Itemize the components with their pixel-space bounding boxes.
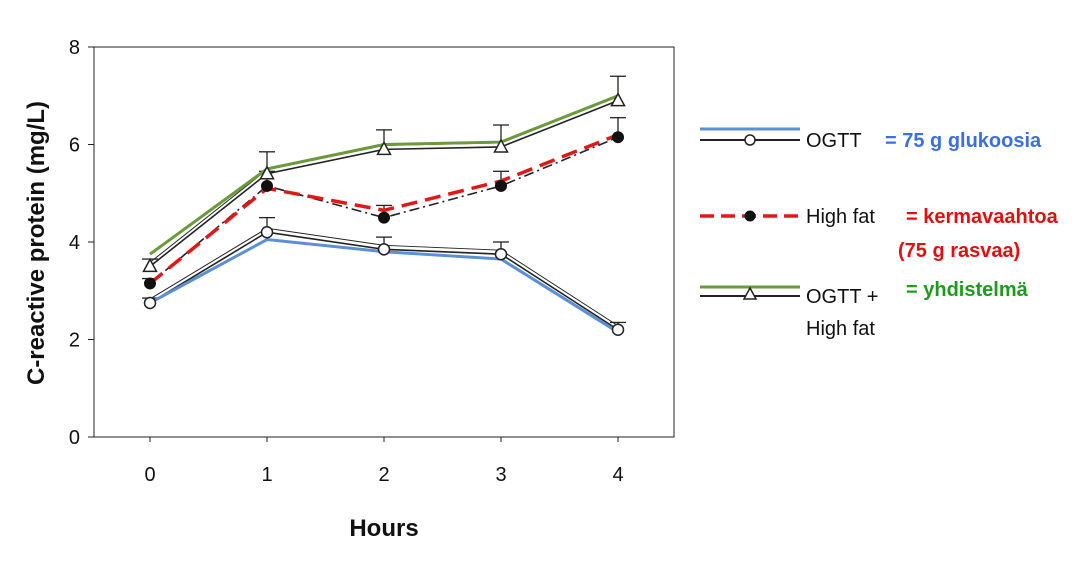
legend: OGTT = 75 g glukoosia High fat = kermava… bbox=[700, 127, 1059, 340]
legend-marker-ogtt bbox=[744, 134, 756, 146]
legend-note-high-fat-line2: (75 g rasvaa) bbox=[898, 240, 1020, 262]
data-point bbox=[260, 226, 274, 239]
x-tick-label: 1 bbox=[261, 464, 272, 486]
series-1 bbox=[142, 117, 626, 290]
data-point bbox=[378, 211, 390, 224]
data-point bbox=[377, 243, 391, 256]
x-tick-label: 0 bbox=[144, 464, 155, 486]
data-point bbox=[494, 247, 508, 261]
legend-label-combined: OGTT + bbox=[806, 286, 878, 308]
data-point bbox=[495, 179, 507, 192]
data-point bbox=[144, 277, 156, 290]
series-layer bbox=[142, 75, 626, 336]
x-tick-label: 2 bbox=[378, 464, 389, 486]
series-2 bbox=[142, 75, 626, 273]
data-point bbox=[143, 296, 157, 310]
data-point bbox=[142, 257, 158, 273]
x-axis: 0 1 2 3 4 bbox=[144, 437, 624, 486]
series-overlay bbox=[149, 94, 619, 256]
legend-marker-combined bbox=[742, 286, 758, 300]
data-point bbox=[612, 131, 624, 144]
x-tick-label: 4 bbox=[612, 464, 623, 486]
legend-item-high-fat: High fat = kermavaahtoa (75 g rasvaa) bbox=[700, 206, 1059, 262]
legend-label-high-fat: High fat bbox=[806, 206, 875, 228]
legend-note-combined: = yhdistelmä bbox=[906, 279, 1029, 301]
legend-note-high-fat: = kermavaahtoa bbox=[906, 206, 1059, 228]
legend-label-ogtt: OGTT bbox=[806, 130, 862, 152]
series-overlay bbox=[148, 133, 619, 285]
y-tick-label: 2 bbox=[69, 330, 80, 352]
y-axis-title: C-reactive protein (mg/L) bbox=[23, 101, 50, 385]
legend-marker-high-fat bbox=[744, 210, 756, 222]
y-axis: 0 2 4 6 8 bbox=[69, 37, 94, 449]
x-axis-title: Hours bbox=[349, 515, 418, 542]
data-point bbox=[493, 138, 509, 153]
series-0 bbox=[142, 216, 626, 336]
legend-item-combined: OGTT + High fat = yhdistelmä bbox=[700, 279, 1029, 340]
x-tick-label: 3 bbox=[495, 464, 506, 486]
y-tick-label: 4 bbox=[69, 232, 80, 254]
legend-item-ogtt: OGTT = 75 g glukoosia bbox=[700, 127, 1042, 152]
data-point bbox=[261, 179, 273, 192]
y-tick-label: 6 bbox=[69, 135, 80, 157]
data-point bbox=[376, 140, 392, 156]
data-point bbox=[259, 165, 275, 180]
data-point bbox=[611, 323, 625, 336]
y-tick-label: 0 bbox=[69, 427, 80, 449]
legend-note-ogtt: = 75 g glukoosia bbox=[885, 130, 1042, 152]
y-tick-label: 8 bbox=[69, 37, 80, 59]
legend-label-combined-line2: High fat bbox=[806, 318, 875, 340]
data-point bbox=[610, 92, 626, 107]
